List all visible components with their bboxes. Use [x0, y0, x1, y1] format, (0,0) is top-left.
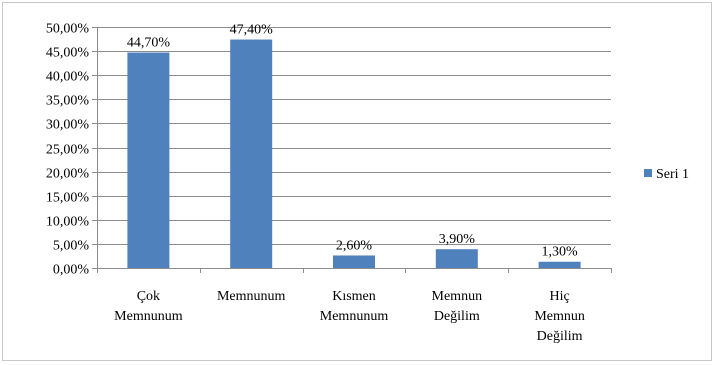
y-tick-label: 50,00% — [46, 22, 90, 37]
bar — [538, 261, 581, 268]
data-label: 47,40% — [230, 23, 274, 38]
y-tick-label: 40,00% — [46, 70, 90, 85]
y-tick-label: 0,00% — [53, 263, 90, 278]
y-tick-label: 10,00% — [46, 215, 90, 230]
category-label: Memnunum — [114, 309, 183, 324]
data-label: 2,60% — [336, 238, 373, 253]
y-tick-label: 5,00% — [53, 239, 90, 254]
y-tick-label: 20,00% — [46, 167, 90, 182]
category-label: Memnun — [534, 309, 585, 324]
y-tick-label: 45,00% — [46, 46, 90, 61]
legend-label: Seri 1 — [656, 167, 689, 182]
category-label: Değilim — [537, 329, 583, 344]
bar — [435, 249, 478, 268]
category-label: Memnunum — [217, 289, 286, 304]
bar — [333, 255, 375, 268]
y-tick-label: 35,00% — [46, 94, 90, 109]
category-label: Memnun — [432, 289, 483, 304]
category-label: Hiç — [549, 289, 569, 304]
legend-swatch — [644, 169, 652, 177]
bar — [127, 52, 170, 268]
y-tick-label: 15,00% — [46, 191, 90, 206]
data-label: 3,90% — [439, 232, 476, 247]
y-tick-label: 30,00% — [46, 118, 90, 133]
y-tick-label: 25,00% — [46, 143, 90, 158]
category-label: Değilim — [434, 309, 480, 324]
chart-frame — [2, 2, 712, 361]
category-label: Çok — [137, 289, 160, 304]
bar — [230, 39, 273, 269]
data-label: 1,30% — [542, 245, 579, 260]
category-label: Kısmen — [332, 289, 376, 304]
category-label: Memnunum — [320, 309, 389, 324]
data-label: 44,70% — [127, 36, 171, 51]
